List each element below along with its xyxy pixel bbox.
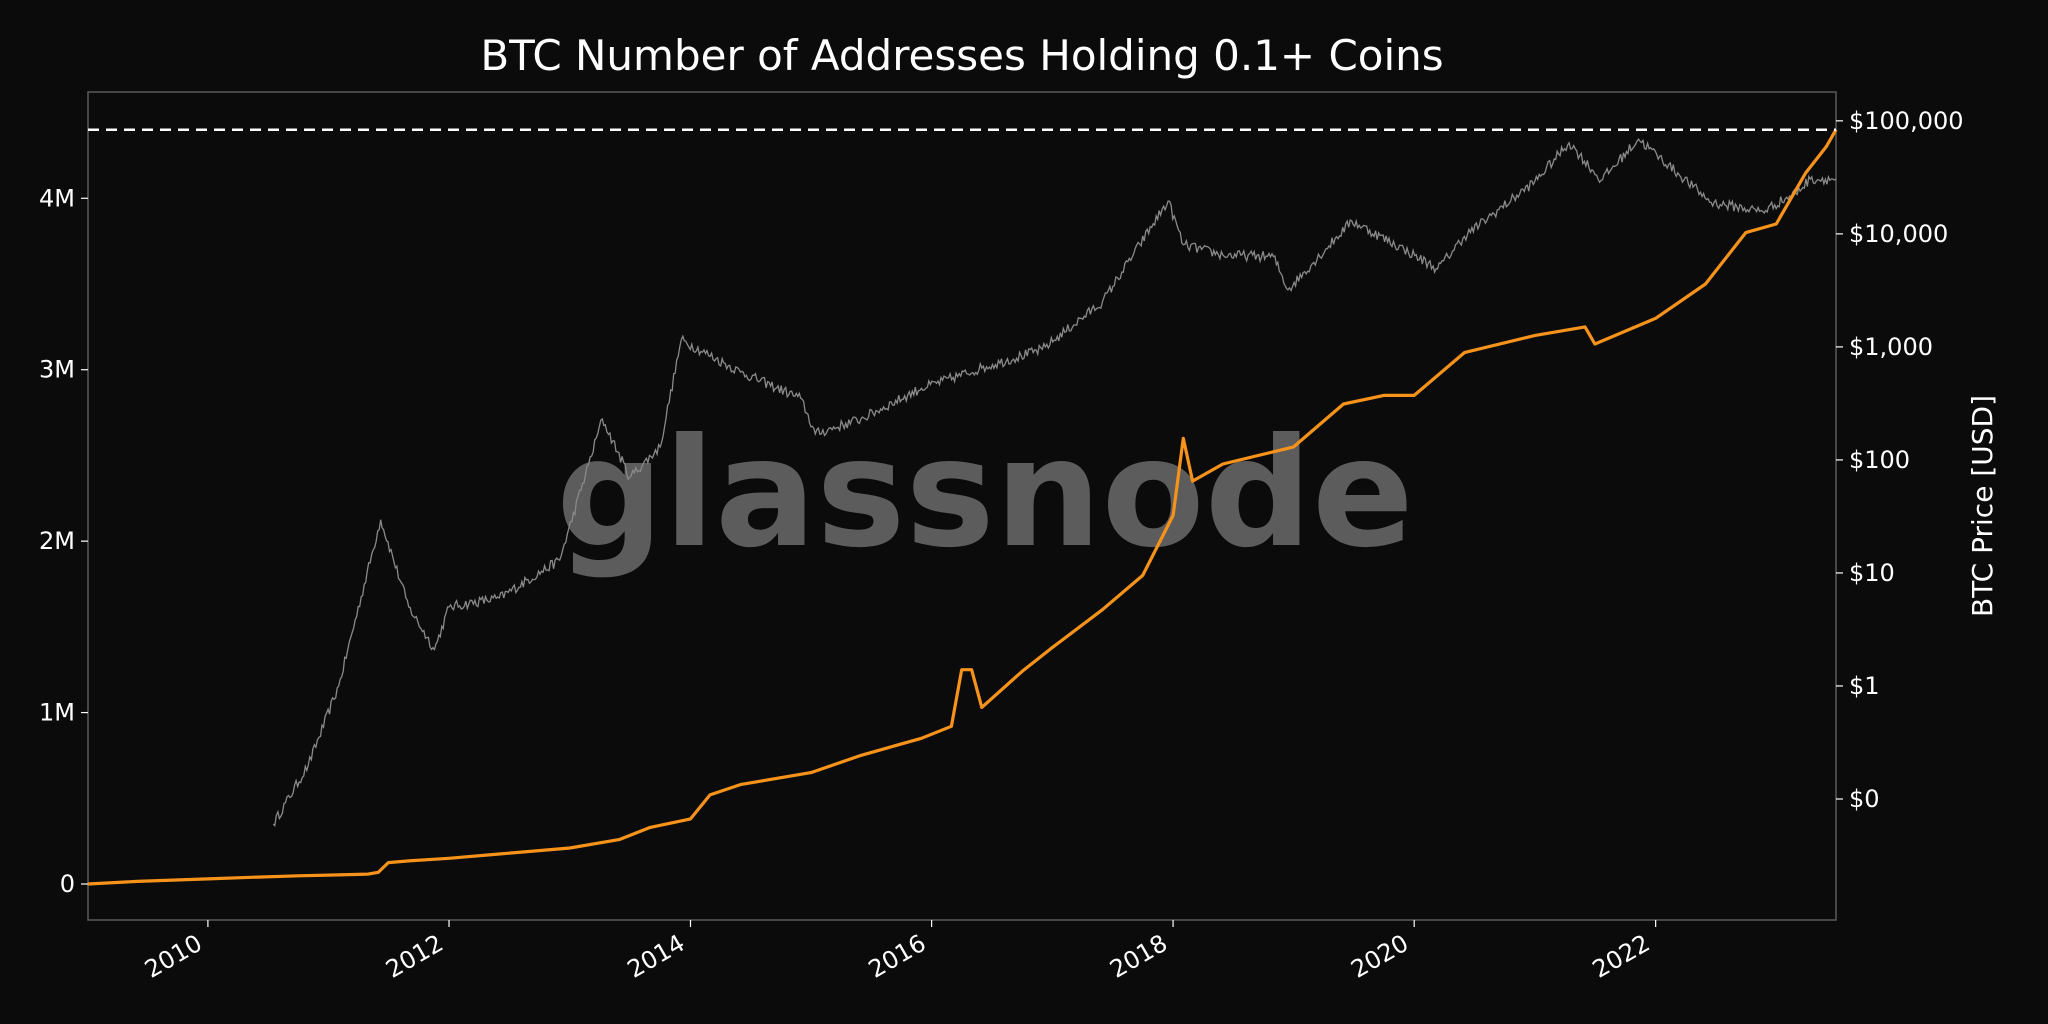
- y-left-tick-label: 2M: [39, 527, 75, 555]
- y-right-axis-ticks: $0 $1 $10 $100 $1,000 $10,000 $100,000: [1836, 107, 1964, 813]
- y-right-tick-label: $1: [1849, 672, 1880, 700]
- y-right-tick-label: $10: [1849, 559, 1895, 587]
- y-left-tick-label: 1M: [39, 699, 75, 727]
- y-right-tick-label: $0: [1849, 785, 1880, 813]
- y-left-tick-label: 4M: [39, 184, 75, 212]
- x-tick-label: 2012: [381, 929, 448, 984]
- watermark-logo: glassnode: [556, 407, 1414, 581]
- y-right-tick-label: $1,000: [1849, 333, 1933, 361]
- y-right-axis-label: BTC Price [USD]: [1966, 395, 1999, 617]
- address-series-layer: [87, 128, 1838, 886]
- addresses-line: [87, 128, 1838, 886]
- x-tick-label: 2018: [1105, 929, 1172, 984]
- x-tick-label: 2016: [864, 929, 931, 984]
- x-tick-label: 2014: [623, 929, 690, 984]
- price-series-layer: [272, 137, 1837, 827]
- x-tick-label: 2010: [140, 929, 207, 984]
- y-left-axis-ticks: 0 1M 2M 3M 4M: [39, 184, 88, 898]
- y-left-tick-label: 0: [60, 870, 75, 898]
- x-tick-label: 2022: [1588, 929, 1655, 984]
- y-right-tick-label: $10,000: [1849, 220, 1948, 248]
- chart-title: BTC Number of Addresses Holding 0.1+ Coi…: [480, 31, 1443, 80]
- plot-area: [87, 91, 1837, 921]
- x-tick-label: 2020: [1346, 929, 1413, 984]
- btc-price-line: [272, 137, 1837, 827]
- y-left-tick-label: 3M: [39, 356, 75, 384]
- x-axis-ticks: 2010 2012 2014 2016 2018 2020 2022: [140, 920, 1657, 984]
- y-right-tick-label: $100,000: [1849, 107, 1964, 135]
- y-right-tick-label: $100: [1849, 446, 1910, 474]
